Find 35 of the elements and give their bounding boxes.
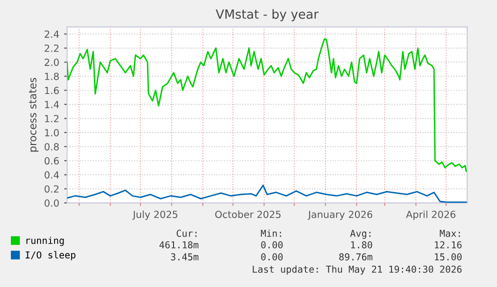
- text: Avg:: [350, 230, 370, 239]
- y-tick-label: 2.2: [44, 44, 58, 52]
- y-tick-label: 0.2: [44, 185, 58, 193]
- text: 15.00: [434, 253, 462, 260]
- x-tick-label: April 2026: [406, 210, 456, 220]
- x-tick-label: January 2026: [308, 210, 372, 220]
- text: Last update: Thu May 21 19:40:30 2026: [252, 265, 462, 275]
- text: Cur:: [176, 230, 197, 237]
- text: 0.00: [261, 253, 283, 260]
- text: 3.45m: [171, 253, 198, 260]
- text: 0.00: [261, 241, 283, 248]
- text: 89.76m: [339, 253, 372, 260]
- y-tick-label: 2.0: [44, 58, 59, 66]
- y-tick-label: 0.0: [44, 199, 59, 207]
- line-series: [67, 38, 467, 172]
- y-tick-label: 2.4: [44, 30, 59, 38]
- y-tick-label: 1.8: [45, 72, 59, 80]
- y-tick-label: 0.8: [44, 143, 59, 150]
- legend-label: running: [26, 236, 64, 246]
- text: 12.16: [434, 241, 462, 248]
- y-tick-label: 1.2: [45, 114, 58, 122]
- y-tick-label: 0.4: [44, 171, 59, 179]
- y-tick-label: 1.4: [45, 100, 59, 108]
- x-tick-label: July 2025: [132, 210, 178, 220]
- text: Max:: [440, 230, 460, 237]
- x-tick-label: October 2025: [215, 210, 281, 218]
- y-tick-label: 1.6: [45, 86, 59, 94]
- y-tick-label: 0.6: [44, 157, 59, 165]
- text: 1.80: [351, 241, 372, 248]
- legend-label: I/O sleep: [26, 251, 76, 260]
- text: Min:: [260, 230, 282, 237]
- text: 461.18m: [159, 241, 198, 248]
- y-axis-title: process states: [28, 78, 38, 152]
- chart-title: VMstat - by year: [216, 9, 319, 22]
- y-tick-label: 1.0: [45, 129, 59, 136]
